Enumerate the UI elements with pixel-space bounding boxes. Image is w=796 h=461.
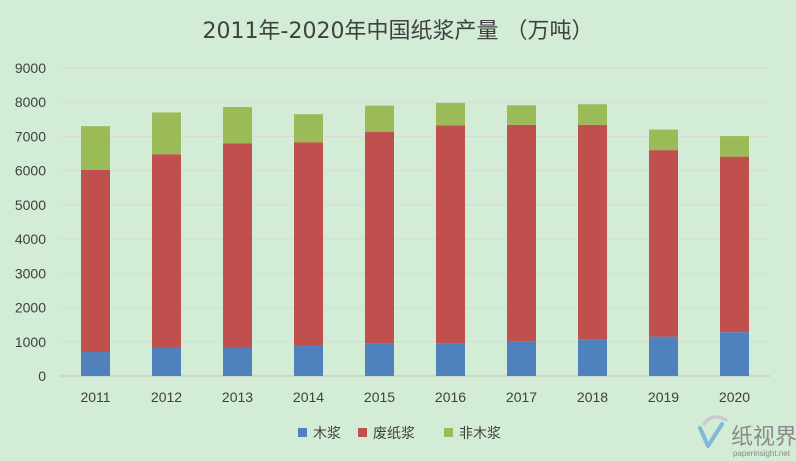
bar-segment-2	[720, 156, 749, 333]
bar-segment-1	[81, 352, 110, 376]
bar-segment-3	[365, 105, 394, 132]
x-tick-label: 2020	[719, 389, 750, 405]
bar-segment-3	[578, 104, 607, 125]
bar-segment-3	[223, 107, 252, 144]
bar-segment-1	[720, 332, 749, 376]
bar-segment-1	[294, 345, 323, 376]
y-tick-label: 3000	[15, 265, 46, 281]
x-tick-label: 2018	[577, 389, 608, 405]
bar-segment-3	[436, 102, 465, 126]
bar-segment-1	[578, 339, 607, 376]
bar-segment-2	[578, 124, 607, 340]
bar-segment-3	[720, 136, 749, 157]
x-tick-label: 2012	[151, 389, 182, 405]
bar-segment-3	[649, 129, 678, 151]
y-tick-label: 2000	[15, 300, 46, 316]
bar-segment-2	[365, 131, 394, 344]
y-tick-label: 8000	[15, 94, 46, 110]
bar-segment-1	[152, 347, 181, 376]
bar-segment-2	[649, 150, 678, 337]
bar-segment-1	[223, 347, 252, 376]
watermark-subtext: paperinsight.net	[733, 449, 791, 458]
bar-segment-1	[649, 336, 678, 376]
y-tick-label: 7000	[15, 128, 46, 144]
legend-label: 木浆	[313, 426, 341, 442]
y-tick-label: 6000	[15, 163, 46, 179]
x-tick-label: 2015	[364, 389, 395, 405]
y-tick-label: 0	[38, 368, 46, 384]
bar-segment-2	[223, 143, 252, 348]
x-tick-label: 2014	[293, 389, 324, 405]
legend-swatch	[298, 428, 307, 437]
bar-segment-2	[294, 142, 323, 346]
bar-segment-2	[152, 154, 181, 348]
legend-label: 非木浆	[459, 426, 501, 442]
bar-segment-2	[507, 124, 536, 342]
x-tick-label: 2017	[506, 389, 537, 405]
bars	[81, 102, 749, 376]
bar-segment-1	[365, 343, 394, 376]
bar-segment-1	[436, 343, 465, 376]
x-tick-label: 2011	[80, 389, 110, 405]
watermark-logo-icon	[698, 415, 728, 448]
x-axis-ticks: 2011 2012 2013 2014 2015 2016 2017 2018 2019 2020	[80, 389, 750, 405]
x-tick-label: 2013	[222, 389, 253, 405]
legend: 木浆 废纸浆 非木浆	[298, 426, 501, 442]
watermark-text: 纸视界	[731, 425, 796, 450]
bar-segment-3	[507, 105, 536, 125]
y-tick-label: 9000	[15, 60, 46, 76]
legend-swatch	[358, 428, 367, 437]
bar-segment-2	[81, 169, 110, 353]
y-tick-label: 5000	[15, 197, 46, 213]
legend-label: 废纸浆	[373, 426, 415, 442]
x-tick-label: 2019	[648, 389, 679, 405]
y-tick-label: 4000	[15, 231, 46, 247]
y-axis-ticks: 0 1000 2000 3000 4000 5000 6000 7000 8000 9000	[15, 60, 46, 384]
chart-title: 2011年-2020年中国纸浆产量 （万吨）	[203, 19, 594, 44]
bar-segment-3	[81, 126, 110, 170]
legend-swatch	[444, 428, 453, 437]
y-tick-label: 1000	[15, 334, 46, 350]
watermark: 纸视界 paperinsight.net	[698, 415, 796, 458]
bar-segment-3	[152, 112, 181, 155]
x-tick-label: 2016	[435, 389, 466, 405]
bar-segment-3	[294, 114, 323, 143]
bar-segment-1	[507, 341, 536, 376]
bar-segment-2	[436, 125, 465, 344]
